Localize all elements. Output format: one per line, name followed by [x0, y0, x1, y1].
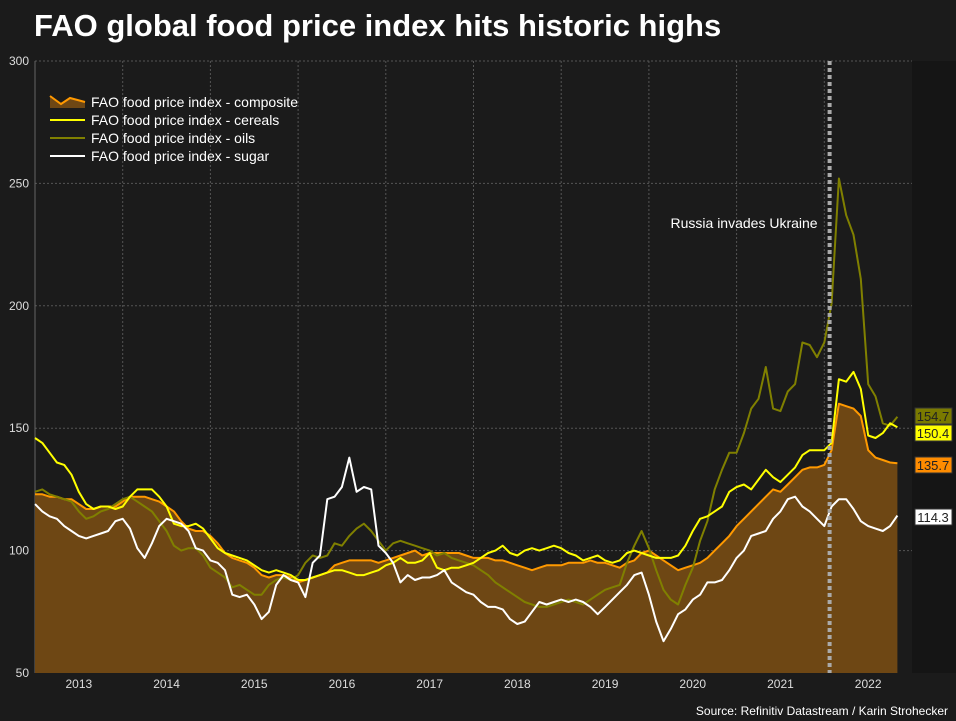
x-tick-label: 2016	[329, 677, 356, 691]
x-tick-label: 2014	[153, 677, 180, 691]
y-tick-label: 150	[9, 421, 29, 435]
x-tick-label: 2021	[767, 677, 794, 691]
end-label-cereals: 150.4	[914, 424, 953, 442]
legend: FAO food price index - composite FAO food…	[49, 94, 298, 164]
y-tick-label: 250	[9, 176, 29, 190]
composite-area	[35, 403, 898, 673]
x-tick-label: 2018	[504, 677, 531, 691]
legend-label: FAO food price index - sugar	[91, 148, 270, 164]
y-tick-label: 200	[9, 299, 29, 313]
x-tick-label: 2017	[416, 677, 443, 691]
x-tick-label: 2020	[679, 677, 706, 691]
invasion-annotation: Russia invades Ukraine	[671, 215, 818, 231]
series-line-oils	[34, 177, 899, 608]
legend-label: FAO food price index - cereals	[91, 112, 279, 128]
x-tick-label: 2015	[241, 677, 268, 691]
end-label-value: 150.4	[917, 426, 950, 441]
end-label-oils: 154.7	[914, 407, 953, 425]
x-tick-label: 2022	[855, 677, 882, 691]
end-label-box	[914, 407, 953, 425]
end-label-value: 114.3	[917, 510, 949, 525]
end-label-box	[914, 456, 953, 474]
y-tick-label: 50	[16, 666, 30, 680]
x-tick-label: 2013	[65, 677, 92, 691]
legend-swatch-area	[50, 96, 85, 108]
series-line-sugar	[34, 456, 899, 643]
end-label-value: 135.7	[917, 458, 950, 473]
source-note: Source: Refinitiv Datastream / Karin Str…	[695, 704, 948, 718]
chart-title: FAO global food price index hits histori…	[34, 8, 722, 43]
y-tick-label: 300	[9, 54, 29, 68]
end-label-box	[914, 424, 953, 442]
y-tick-label: 100	[9, 544, 29, 558]
legend-label: FAO food price index - composite	[91, 94, 298, 110]
end-label-box	[914, 508, 953, 526]
label-gutter	[912, 61, 956, 673]
legend-label: FAO food price index - oils	[91, 130, 255, 146]
series-line-cereals	[34, 370, 898, 581]
end-label-sugar: 114.3	[914, 508, 953, 526]
x-tick-label: 2019	[592, 677, 619, 691]
legend-swatch-line	[49, 95, 86, 106]
series-line-composite	[35, 402, 898, 584]
end-label-value: 154.7	[917, 409, 950, 424]
end-label-composite: 135.7	[914, 456, 953, 474]
